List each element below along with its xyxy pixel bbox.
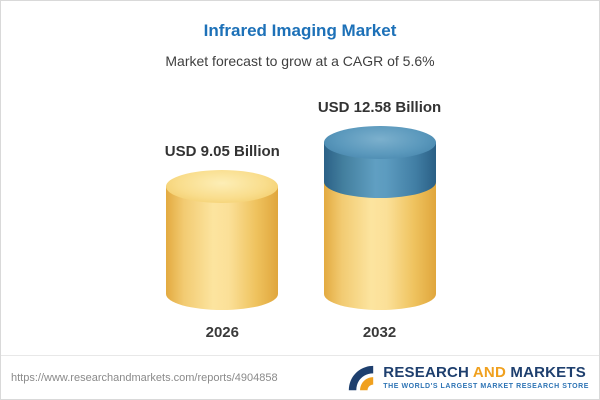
footer: https://www.researchandmarkets.com/repor…	[1, 355, 599, 399]
brand-tagline: THE WORLD'S LARGEST MARKET RESEARCH STOR…	[383, 383, 589, 390]
category-label-2026: 2026	[205, 324, 239, 341]
brand-word-markets: MARKETS	[510, 364, 586, 381]
research-and-markets-logo: RESEARCH AND MARKETS THE WORLD'S LARGEST…	[346, 363, 589, 393]
chart-subtitle: Market forecast to grow at a CAGR of 5.6…	[165, 53, 435, 69]
cylinder-top-ellipse-2032	[323, 126, 436, 159]
bar-group-2026: USD 9.05 Billion 2026	[165, 143, 280, 341]
brand-text: RESEARCH AND MARKETS THE WORLD'S LARGEST…	[383, 365, 589, 390]
chart-title: Infrared Imaging Market	[203, 21, 397, 40]
category-label-2032: 2032	[362, 324, 397, 341]
value-label-2032: USD 12.58 Billion	[317, 99, 442, 116]
brand-word-and: AND	[472, 364, 506, 381]
cylinder-bar-2032	[323, 126, 436, 310]
cylinder-bar-chart: USD 9.05 Billion 2026 USD 12.58 Billion …	[1, 99, 599, 341]
value-label-2026: USD 9.05 Billion	[164, 143, 280, 160]
bar-group-2032: USD 12.58 Billion 2032	[318, 99, 441, 341]
chart-header: Infrared Imaging Market Market forecast …	[1, 1, 599, 69]
report-url[interactable]: https://www.researchandmarkets.com/repor…	[11, 371, 278, 384]
brand-word-research: RESEARCH	[383, 364, 470, 381]
cylinder-body-2026	[166, 186, 279, 310]
brand-name: RESEARCH AND MARKETS	[383, 365, 589, 380]
cylinder-bar-2026	[166, 170, 279, 310]
research-and-markets-logo-icon	[349, 365, 374, 390]
cylinder-top-ellipse-2026	[166, 170, 279, 203]
